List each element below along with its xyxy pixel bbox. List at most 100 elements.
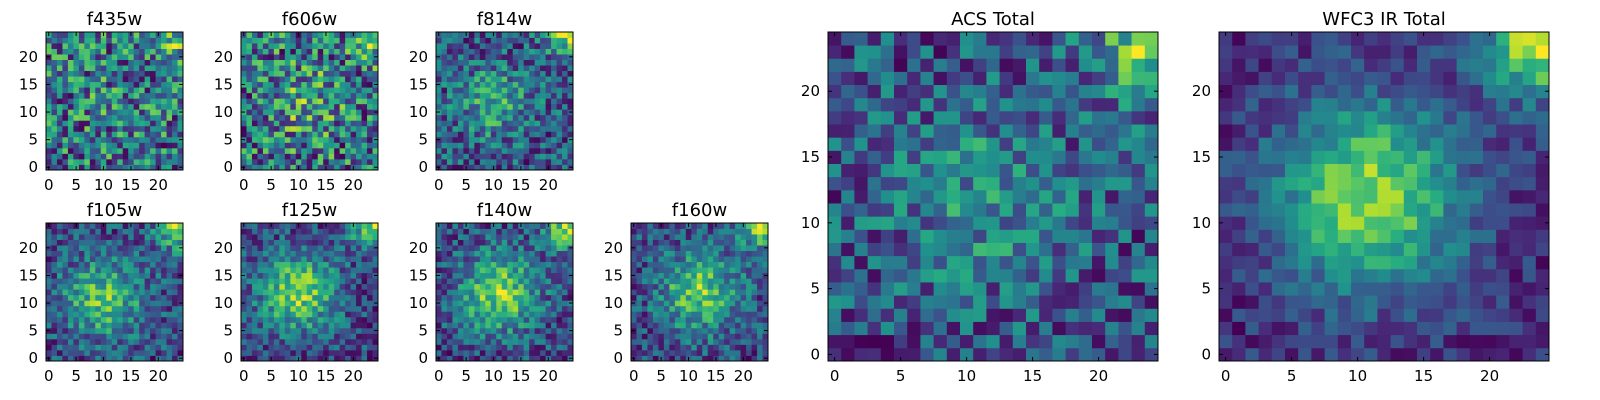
- heatmap-cell: [647, 344, 654, 351]
- heatmap-cell: [474, 70, 481, 77]
- heatmap-cell: [496, 32, 503, 38]
- heatmap-cell: [367, 158, 373, 165]
- heatmap-cell: [933, 282, 948, 296]
- heatmap-cell: [117, 136, 124, 143]
- heatmap-cell: [713, 300, 720, 307]
- heatmap-cell: [841, 334, 855, 349]
- heatmap-cell: [122, 136, 129, 143]
- heatmap-cell: [84, 114, 91, 121]
- heatmap-cell: [485, 234, 492, 240]
- heatmap-cell: [556, 355, 563, 362]
- heatmap-cell: [361, 147, 368, 154]
- heatmap-cell: [241, 37, 247, 44]
- heatmap-cell: [106, 103, 113, 110]
- heatmap-cell: [78, 305, 85, 312]
- heatmap-cell: [246, 267, 253, 274]
- heatmap-cell: [51, 333, 58, 340]
- heatmap-cell: [1131, 163, 1146, 178]
- heatmap-cell: [457, 223, 464, 229]
- heatmap-cell: [172, 272, 178, 279]
- heatmap-cell: [468, 120, 475, 127]
- heatmap-cell: [301, 283, 308, 290]
- heatmap-cell: [920, 242, 934, 257]
- heatmap-cell: [100, 147, 107, 154]
- heatmap-cell: [95, 333, 102, 340]
- heatmap-cell: [479, 120, 486, 127]
- heatmap-cell: [166, 289, 173, 296]
- heatmap-cell: [663, 261, 670, 268]
- heatmap-cell: [273, 261, 280, 268]
- heatmap-cell: [512, 98, 519, 105]
- heatmap-cell: [762, 289, 769, 296]
- heatmap-cell: [479, 43, 486, 49]
- heatmap-cell: [356, 311, 362, 318]
- heatmap-cell: [46, 234, 52, 240]
- heatmap-cell: [345, 153, 351, 160]
- heatmap-cell: [150, 70, 156, 77]
- heatmap-cell: [122, 261, 129, 268]
- heatmap-cell: [490, 59, 497, 66]
- heatmap-cell: [84, 87, 91, 94]
- heatmap-cell: [161, 136, 167, 143]
- heatmap-cell: [534, 153, 541, 160]
- heatmap-cell: [567, 70, 574, 77]
- heatmap-cell: [95, 344, 102, 351]
- heatmap-cell: [512, 70, 519, 77]
- heatmap-cell: [251, 48, 258, 55]
- heatmap-cell: [144, 327, 151, 334]
- heatmap-cell: [284, 81, 291, 88]
- heatmap-cell: [317, 32, 324, 38]
- heatmap-cell: [133, 228, 140, 235]
- heatmap-cell: [279, 261, 286, 268]
- heatmap-cell: [246, 349, 253, 356]
- heatmap-cell: [512, 327, 519, 334]
- heatmap-cell: [144, 223, 151, 229]
- heatmap-cell: [512, 278, 519, 285]
- heatmap-cell: [317, 147, 324, 154]
- heatmap-cell: [501, 136, 508, 143]
- heatmap-cell: [89, 338, 96, 345]
- heatmap-cell: [367, 65, 373, 72]
- heatmap-cell: [1092, 268, 1106, 283]
- heatmap-cell: [350, 120, 357, 127]
- heatmap-cell: [100, 234, 107, 240]
- heatmap-cell: [452, 261, 459, 268]
- heatmap-cell: [545, 92, 552, 99]
- heatmap-cell: [306, 223, 313, 229]
- heatmap-cell: [56, 316, 63, 323]
- heatmap-cell: [762, 338, 769, 345]
- heatmap-cell: [436, 65, 442, 72]
- heatmap-cell: [562, 245, 568, 251]
- heatmap-cell: [62, 349, 69, 356]
- heatmap-cell: [452, 98, 459, 105]
- heatmap-cell: [301, 267, 308, 274]
- heatmap-cell: [474, 300, 481, 307]
- heatmap-cell: [367, 37, 373, 44]
- heatmap-cell: [84, 344, 91, 351]
- heatmap-cell: [161, 131, 167, 138]
- heatmap-cell: [713, 228, 720, 235]
- heatmap-cell: [268, 153, 275, 160]
- heatmap-cell: [284, 294, 291, 301]
- heatmap-cell: [372, 223, 379, 229]
- heatmap-cell: [496, 153, 503, 160]
- heatmap-cell: [295, 142, 302, 149]
- heatmap-cell: [345, 136, 351, 143]
- heatmap-cell: [556, 54, 563, 60]
- heatmap-cell: [328, 98, 335, 105]
- heatmap-cell: [452, 158, 459, 165]
- heatmap-cell: [367, 250, 373, 257]
- heatmap-cell: [166, 54, 173, 60]
- heatmap-cell: [251, 43, 258, 49]
- heatmap-cell: [540, 81, 546, 88]
- heatmap-cell: [306, 256, 313, 263]
- heatmap-cell: [279, 81, 286, 88]
- heatmap-cell: [367, 333, 373, 340]
- heatmap-cell: [166, 32, 173, 38]
- heatmap-cell: [84, 76, 91, 83]
- heatmap-cell: [680, 250, 687, 257]
- heatmap-cell: [262, 164, 269, 171]
- heatmap-cell: [139, 98, 146, 105]
- heatmap-cell: [268, 54, 275, 60]
- heatmap-cell: [529, 349, 536, 356]
